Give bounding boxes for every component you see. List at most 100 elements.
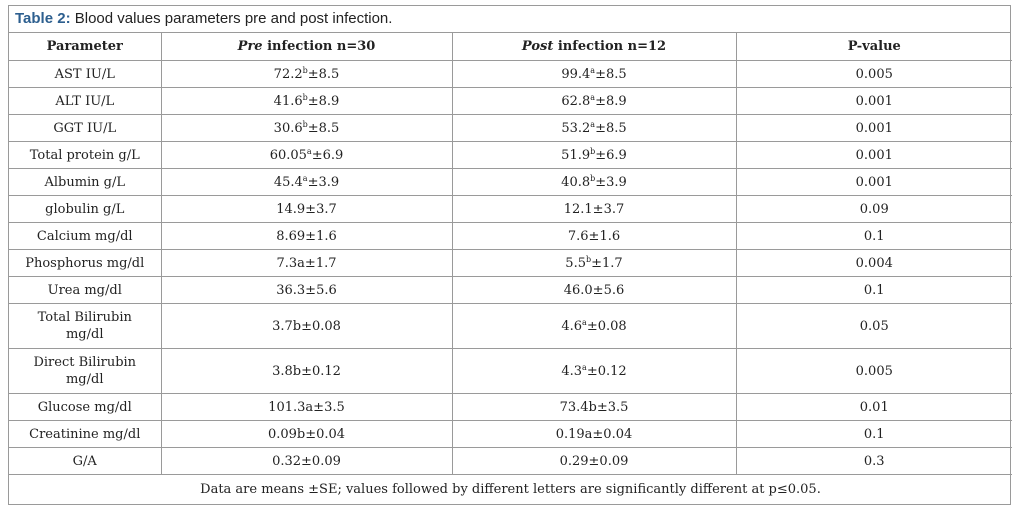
parameter-name: globulin g/L xyxy=(45,201,125,217)
pre-value: 0.32±0.09 xyxy=(272,453,341,469)
parameter-name: Total Bilirubin xyxy=(37,310,132,325)
post-letter: a xyxy=(582,362,587,372)
header-p-value: P-value xyxy=(735,33,1012,61)
cell-pre-infection: 8.69±1.6 xyxy=(160,222,453,250)
cell-pre-infection: 0.32±0.09 xyxy=(160,447,453,475)
cell-pre-infection: 3.7b±0.08 xyxy=(160,303,453,349)
parameter-name: Phosphorus mg/dl xyxy=(25,255,145,271)
table-caption-label: Table 2: xyxy=(15,10,71,27)
header-pre-infection: Pre infection n=30 xyxy=(160,33,453,61)
cell-parameter: globulin g/L xyxy=(9,195,162,223)
table-row: Direct Bilirubin mg/dl 3.8b±0.12 4.3a±0.12 0… xyxy=(9,348,1012,394)
cell-p-value: 0.01 xyxy=(735,393,1012,421)
pre-letter: a xyxy=(302,173,308,183)
pre-se: ±8.9 xyxy=(307,93,340,109)
cell-pre-infection: 0.09b±0.04 xyxy=(160,420,453,448)
parameter-name: Urea mg/dl xyxy=(47,282,122,298)
cell-parameter: Phosphorus mg/dl xyxy=(9,249,162,277)
post-se: ±0.08 xyxy=(586,318,627,334)
header-row: Parameter Pre infection n=30 Post infect… xyxy=(9,33,1012,61)
table-row: Urea mg/dl 36.3±5.6 46.0±5.6 0.1 xyxy=(9,276,1012,304)
pre-se: ±3.9 xyxy=(307,174,340,190)
post-value: 0.29±0.09 xyxy=(559,453,629,469)
table-row: AST IU/L 72.2b±8.5 99.4a±8.5 0.005 xyxy=(9,60,1012,88)
pre-value: 0.09b±0.04 xyxy=(267,426,346,442)
pre-letter: a xyxy=(306,146,312,156)
pre-value: 41.6 xyxy=(273,93,303,109)
table-row: Total protein g/L 60.05a±6.9 51.9b±6.9 0.00… xyxy=(9,141,1012,169)
cell-pre-infection: 60.05a±6.9 xyxy=(160,141,453,169)
cell-post-infection: 12.1±3.7 xyxy=(451,195,737,223)
parameter-name: Total protein g/L xyxy=(29,147,140,163)
table-caption: Table 2: Blood values parameters pre and… xyxy=(9,6,1010,33)
parameter-name: Glucose mg/dl xyxy=(37,399,132,415)
table-figure: Table 2: Blood values parameters pre and… xyxy=(8,5,1012,505)
table-row: Total Bilirubin mg/dl 3.7b±0.08 4.6a±0.08 0.… xyxy=(9,303,1012,349)
pre-value: 14.9±3.7 xyxy=(276,201,337,217)
cell-post-infection: 46.0±5.6 xyxy=(451,276,737,304)
pre-value: 36.3±5.6 xyxy=(276,282,337,298)
cell-post-infection: 7.6±1.6 xyxy=(451,222,737,250)
cell-p-value: 0.001 xyxy=(735,141,1012,169)
post-se: ±6.9 xyxy=(595,147,627,163)
pre-value: 45.4 xyxy=(273,174,303,190)
cell-p-value: 0.004 xyxy=(735,249,1012,277)
table-body: AST IU/L 72.2b±8.5 99.4a±8.5 0.005 ALT IU/L 4… xyxy=(9,60,1012,475)
cell-pre-infection: 72.2b±8.5 xyxy=(160,60,453,88)
post-letter: b xyxy=(590,146,596,156)
cell-pre-infection: 45.4a±3.9 xyxy=(160,168,453,196)
parameter-name: Albumin g/L xyxy=(44,174,126,190)
cell-post-infection: 4.3a±0.12 xyxy=(451,348,737,394)
post-value: 46.0±5.6 xyxy=(563,282,625,298)
cell-parameter: Glucose mg/dl xyxy=(9,393,162,421)
post-value: 5.5 xyxy=(565,255,586,271)
header-pre-italic: Pre xyxy=(237,39,263,54)
footnote-row: Data are means ±SE; values followed by d… xyxy=(9,474,1012,504)
post-se: ±8.5 xyxy=(595,120,627,136)
cell-p-value: 0.001 xyxy=(735,87,1012,115)
parameter-name: ALT IU/L xyxy=(55,93,115,109)
cell-post-infection: 53.2a±8.5 xyxy=(451,114,737,142)
parameter-name: GGT IU/L xyxy=(53,120,117,136)
cell-post-infection: 62.8a±8.9 xyxy=(451,87,737,115)
post-value: 4.3 xyxy=(561,363,583,379)
cell-parameter: Urea mg/dl xyxy=(9,276,162,304)
table-row: ALT IU/L 41.6b±8.9 62.8a±8.9 0.001 xyxy=(9,87,1012,115)
cell-parameter: Total protein g/L xyxy=(9,141,162,169)
cell-parameter: ALT IU/L xyxy=(9,87,162,115)
pre-value: 30.6 xyxy=(273,120,303,136)
pre-value: 8.69±1.6 xyxy=(276,228,337,244)
cell-p-value: 0.09 xyxy=(735,195,1012,223)
post-value: 53.2 xyxy=(561,120,591,136)
post-value: 62.8 xyxy=(561,93,591,109)
post-letter: a xyxy=(590,65,596,75)
header-post-infection: Post infection n=12 xyxy=(451,33,737,61)
table-row: globulin g/L 14.9±3.7 12.1±3.7 0.09 xyxy=(9,195,1012,223)
cell-parameter: AST IU/L xyxy=(9,60,162,88)
post-letter: a xyxy=(590,92,596,102)
parameter-name: Creatinine mg/dl xyxy=(29,426,141,442)
pre-letter: b xyxy=(302,92,308,102)
post-se: ±1.7 xyxy=(591,255,623,271)
post-letter: b xyxy=(585,254,592,264)
parameter-unit: mg/dl xyxy=(65,372,104,387)
cell-pre-infection: 30.6b±8.5 xyxy=(160,114,453,142)
parameter-name: G/A xyxy=(72,453,97,469)
cell-p-value: 0.005 xyxy=(735,60,1012,88)
post-value: 99.4 xyxy=(561,66,591,82)
parameter-unit: mg/dl xyxy=(65,327,104,342)
post-letter: b xyxy=(590,173,596,183)
cell-parameter: Creatinine mg/dl xyxy=(9,420,162,448)
post-se: ±8.5 xyxy=(595,66,627,82)
cell-parameter: Direct Bilirubin mg/dl xyxy=(9,348,162,394)
cell-parameter: Calcium mg/dl xyxy=(9,222,162,250)
header-pre-rest: infection n=30 xyxy=(262,39,376,54)
post-value: 4.6 xyxy=(561,318,583,334)
table-row: Creatinine mg/dl 0.09b±0.04 0.19a±0.04 0.1 xyxy=(9,420,1012,448)
cell-pre-infection: 14.9±3.7 xyxy=(160,195,453,223)
cell-post-infection: 0.19a±0.04 xyxy=(451,420,737,448)
pre-se: ±8.5 xyxy=(307,66,340,82)
table-row: GGT IU/L 30.6b±8.5 53.2a±8.5 0.001 xyxy=(9,114,1012,142)
table-row: Calcium mg/dl 8.69±1.6 7.6±1.6 0.1 xyxy=(9,222,1012,250)
table-caption-text: Blood values parameters pre and post inf… xyxy=(70,10,393,27)
